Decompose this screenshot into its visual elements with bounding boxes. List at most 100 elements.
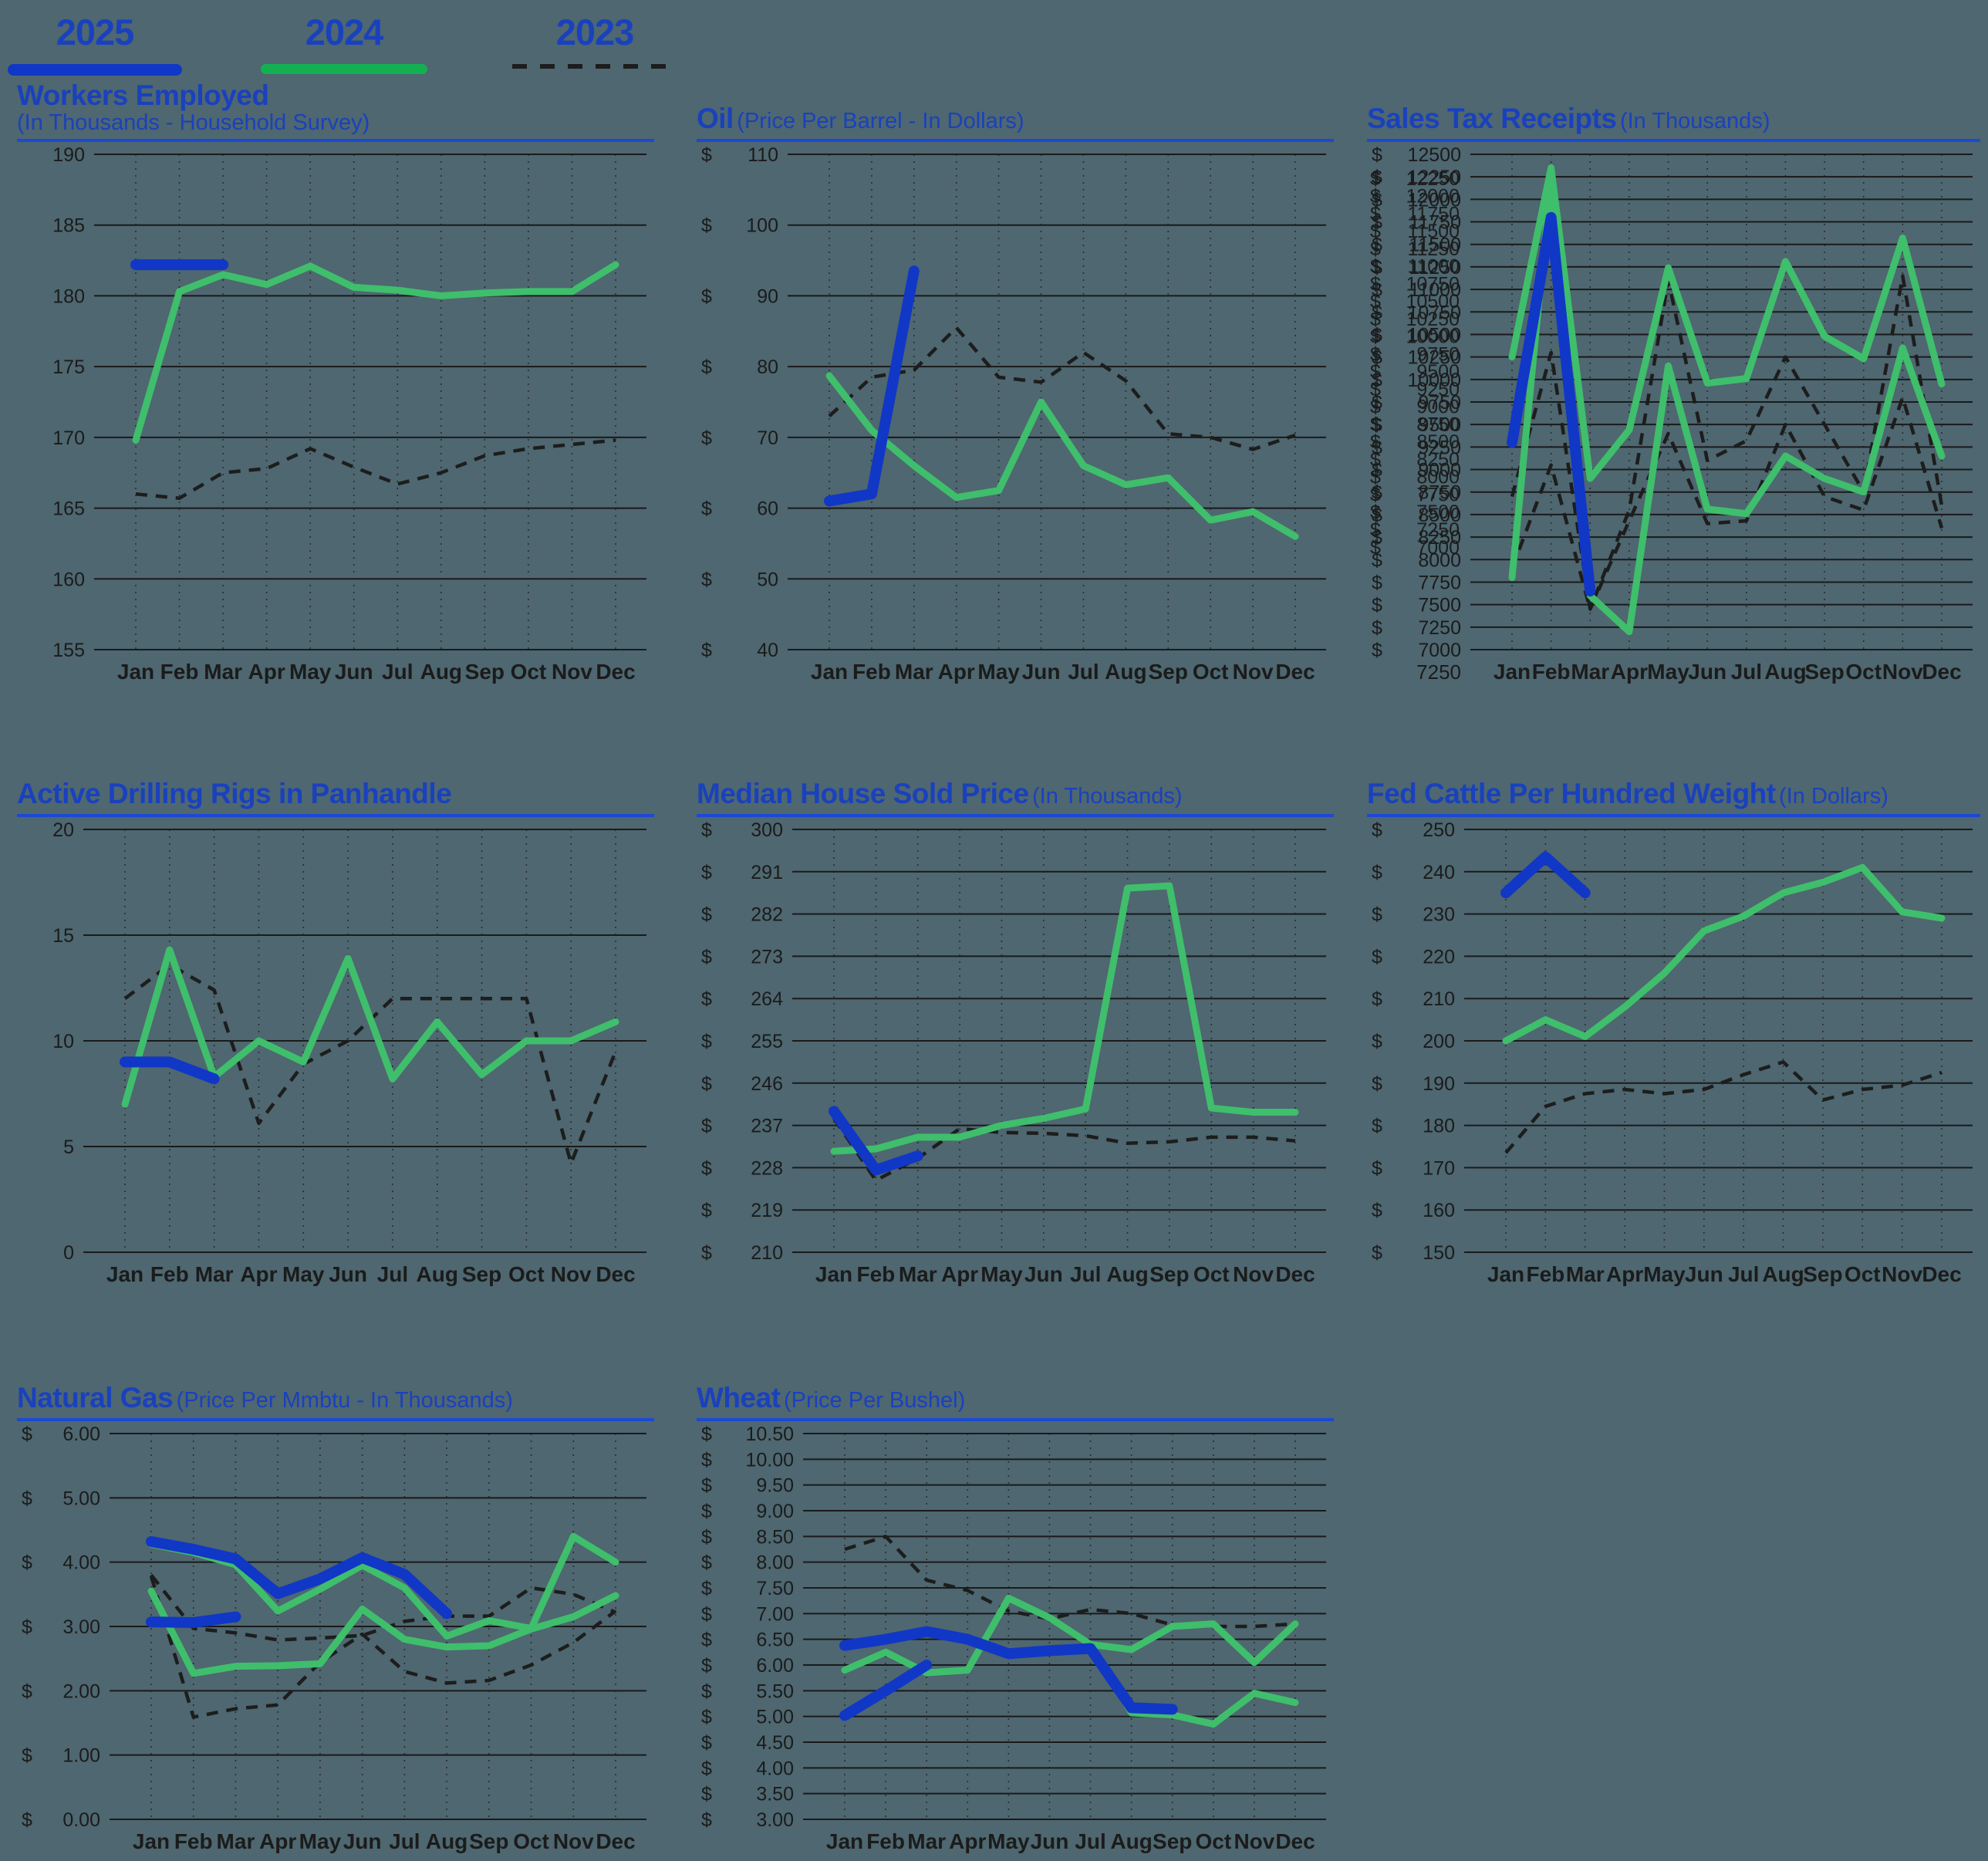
y-axis-label: 8000 xyxy=(1416,467,1460,488)
x-axis-month-label: Jul xyxy=(1068,660,1099,684)
y-axis-label: 5.00 xyxy=(62,1488,100,1509)
y-axis-label: 3.00 xyxy=(756,1809,794,1831)
y-axis-label: 10000 xyxy=(1406,326,1460,348)
x-axis-month-label: Jan xyxy=(117,660,154,684)
series-line-2023 xyxy=(1504,1060,1942,1154)
chart-title: Sales Tax Receipts xyxy=(1367,103,1617,135)
y-axis-label: 8750 xyxy=(1418,482,1461,504)
y-axis-label: $ xyxy=(22,1616,32,1638)
series-line-2024 xyxy=(121,946,619,1108)
y-axis-label: $ xyxy=(701,1157,712,1179)
y-axis-label: 7500 xyxy=(1416,502,1460,523)
x-axis-month-label: Sep xyxy=(465,660,505,684)
chart-header: Workers Employed (In Thousands - Househo… xyxy=(17,77,654,142)
y-axis-label: $ xyxy=(1372,946,1382,968)
chart-sales-tax-receipts: Sales Tax Receipts (In Thousands) $12250… xyxy=(1367,77,1980,691)
legend-swatch-2024-line xyxy=(261,64,427,74)
y-axis-label: 11000 xyxy=(1409,279,1461,301)
legend-label-2023: 2023 xyxy=(555,12,635,52)
y-axis-label: 155 xyxy=(52,640,85,661)
x-axis-month-label: Jan xyxy=(1494,660,1531,684)
y-axis-label: $ xyxy=(701,356,712,378)
series-line-2025-lower-line- xyxy=(839,1660,933,1721)
y-axis-label: $ xyxy=(701,427,712,449)
y-axis-label: $ xyxy=(1372,235,1382,256)
x-axis-month-label: Aug xyxy=(1764,660,1806,684)
y-axis-label: 210 xyxy=(1423,988,1455,1010)
legend-label-2024: 2024 xyxy=(305,12,384,52)
y-axis-label: 9750 xyxy=(1416,343,1460,365)
y-axis-label: 282 xyxy=(751,904,783,926)
y-axis-label: $ xyxy=(1372,640,1382,661)
y-axis-label: 1.00 xyxy=(62,1745,100,1767)
x-axis-month-label: Jan xyxy=(133,1829,170,1853)
y-axis-label: 175 xyxy=(52,356,85,378)
y-axis-label: 8000 xyxy=(1418,549,1461,571)
x-axis-month-label: Mar xyxy=(907,1829,946,1853)
chart-subtitle: (In Thousands - Household Survey) xyxy=(17,110,370,135)
y-axis-label: 160 xyxy=(52,569,85,590)
y-axis-label: 200 xyxy=(1423,1031,1455,1052)
x-axis-month-label: Oct xyxy=(1845,660,1882,684)
y-axis-label: $ xyxy=(22,1680,32,1702)
x-axis-month-label: Jun xyxy=(1688,660,1726,684)
y-axis-label: 10 xyxy=(52,1031,74,1052)
y-axis-label: 3.00 xyxy=(62,1616,100,1638)
y-axis-label: $ xyxy=(1372,1073,1382,1095)
x-axis-month-label: Jul xyxy=(377,1262,408,1286)
y-axis-label: $ xyxy=(701,1475,712,1497)
legend: 2025 2024 2023 xyxy=(0,11,771,96)
x-axis-month-label: Feb xyxy=(1526,1262,1564,1286)
y-axis-label: $ xyxy=(701,1242,712,1264)
chart-header: Fed Cattle Per Hundred Weight (In Dollar… xyxy=(1367,752,1980,817)
y-axis-label: 12500 xyxy=(1407,144,1461,166)
y-axis-label: $ xyxy=(1372,988,1382,1010)
x-axis-month-label: Dec xyxy=(1922,660,1961,684)
y-axis-label: 5.00 xyxy=(756,1707,794,1728)
x-axis-month-label: Feb xyxy=(1532,660,1571,684)
y-axis-label: 50 xyxy=(757,569,778,590)
y-axis-label: 8.50 xyxy=(756,1526,794,1548)
x-axis-month-label: Oct xyxy=(508,1262,545,1286)
y-axis-label: $ xyxy=(701,144,712,166)
y-axis-label: $ xyxy=(701,1116,712,1137)
y-axis-label: $ xyxy=(22,1745,32,1767)
x-axis-month-label: Aug xyxy=(426,1829,467,1853)
x-axis-month-label: Mar xyxy=(204,660,242,684)
y-axis-label: $ xyxy=(701,1449,712,1471)
x-axis-month-label: Nov xyxy=(553,1829,594,1853)
x-axis-month-label: Nov xyxy=(1882,1262,1922,1286)
y-axis-label: $ xyxy=(1370,203,1381,225)
drilling-rigs-plot: 20 15 10 5 0 Jan Feb Mar Apr May Jun Jul Aug Sep Oct No… xyxy=(52,819,646,1286)
y-axis-label: 12250 xyxy=(1406,168,1460,190)
fed-cattle-plot: $250 $ 240 $ 230 $ 220 $ 210 $ 200 $ 190 $ 180 $ 170 $ 160… xyxy=(1372,819,1973,1286)
chart-title: Median House Sold Price xyxy=(697,778,1029,810)
chart-subtitle: (Price Per Bushel) xyxy=(783,1388,966,1413)
x-axis-month-label: Oct xyxy=(513,1829,549,1853)
y-axis-label: 10.50 xyxy=(745,1424,794,1445)
x-axis-month-label: May xyxy=(299,1829,342,1853)
chart-workers-employed: Workers Employed (In Thousands - Househo… xyxy=(17,77,654,691)
y-axis-label: 4.50 xyxy=(756,1732,794,1754)
x-axis-month-label: Jun xyxy=(329,1262,367,1286)
y-axis-label: $ xyxy=(701,1732,712,1754)
x-axis-month-label: Dec xyxy=(596,1262,635,1286)
x-axis-month-label: Dec xyxy=(596,660,635,684)
y-axis-label: $ xyxy=(1372,862,1382,883)
y-axis-label: $ xyxy=(701,1630,712,1651)
y-axis-label: $ xyxy=(1372,347,1382,369)
x-axis-month-label: Jul xyxy=(389,1829,420,1853)
y-axis-label: 11750 xyxy=(1407,203,1460,225)
y-axis-label: 165 xyxy=(52,498,85,520)
chart-title: Fed Cattle Per Hundred Weight xyxy=(1367,778,1776,810)
chart-title: Oil xyxy=(697,103,734,135)
x-axis-month-label: Nov xyxy=(1234,1829,1274,1853)
x-axis-month-label: Apr xyxy=(259,1829,296,1853)
y-axis-label: $ xyxy=(1372,527,1382,549)
chart-wheat: Wheat (Price Per Bushel) $10.50 $10.00 $9.… xyxy=(697,1356,1334,1861)
x-axis-month-label: Apr xyxy=(248,660,285,684)
y-axis-label: $ xyxy=(1372,212,1382,234)
y-axis-label: 7.00 xyxy=(756,1603,794,1625)
